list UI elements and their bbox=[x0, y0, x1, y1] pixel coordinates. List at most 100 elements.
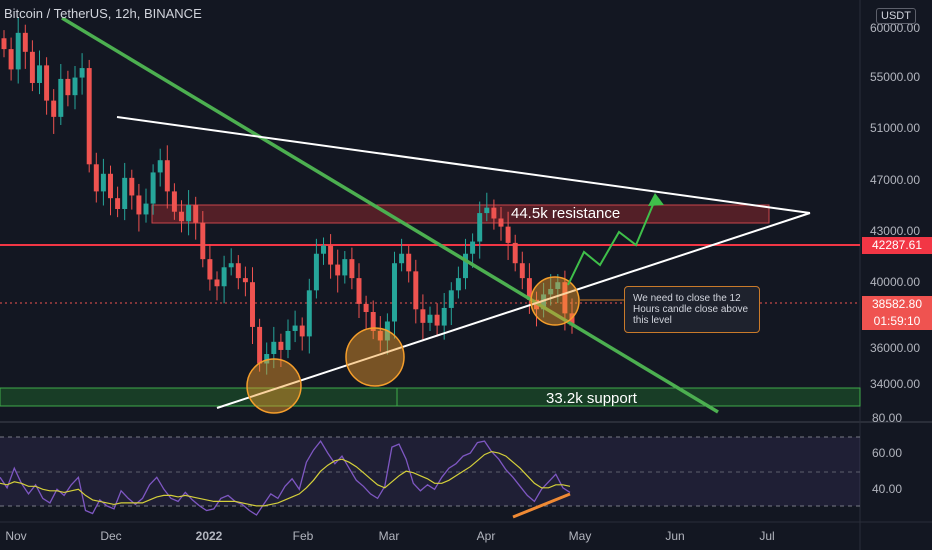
candle-body bbox=[399, 253, 405, 264]
candle-body bbox=[44, 65, 50, 101]
time-tick-label: May bbox=[569, 529, 592, 543]
candle-body bbox=[306, 290, 312, 337]
price-tick-label: 40000.00 bbox=[870, 275, 920, 289]
descending-green-trendline bbox=[61, 16, 719, 414]
candle-body bbox=[321, 245, 326, 254]
candle-body bbox=[37, 65, 42, 83]
candle-body bbox=[363, 303, 369, 313]
candle-body bbox=[477, 213, 483, 242]
candle-body bbox=[505, 226, 511, 243]
candles-group bbox=[1, 17, 575, 375]
candle-body bbox=[292, 325, 298, 331]
candle-body bbox=[555, 282, 561, 289]
rsi-ma-line bbox=[0, 450, 571, 507]
price-tick-label: 51000.00 bbox=[870, 121, 920, 135]
time-tick-label: Jun bbox=[665, 529, 684, 543]
candle-body bbox=[470, 241, 476, 254]
price-tick-label: 55000.00 bbox=[870, 70, 920, 84]
candle-body bbox=[455, 278, 461, 291]
candle-body bbox=[498, 218, 504, 227]
candle-body bbox=[193, 204, 199, 223]
higher-low-circle-2 bbox=[345, 327, 405, 387]
rsi-divergence-line bbox=[512, 492, 571, 519]
candle-body bbox=[86, 68, 92, 165]
resistance-band bbox=[151, 204, 770, 224]
candle-body bbox=[129, 177, 135, 196]
candle-body bbox=[463, 253, 468, 279]
rsi-tick-label: 80.00 bbox=[872, 411, 902, 425]
candle-body bbox=[562, 282, 568, 314]
candle-body bbox=[179, 211, 184, 222]
candle-body bbox=[278, 341, 284, 350]
candle-body bbox=[541, 294, 547, 310]
candle-body bbox=[29, 51, 35, 83]
candle-body bbox=[335, 264, 341, 276]
candle-body bbox=[328, 245, 334, 265]
time-tick-label: Mar bbox=[379, 529, 400, 543]
candle-body bbox=[392, 263, 397, 322]
candle-body bbox=[51, 100, 57, 117]
candle-body bbox=[100, 173, 106, 192]
candle-body bbox=[8, 49, 14, 70]
candle-body bbox=[448, 290, 454, 308]
candle-body bbox=[207, 259, 213, 280]
candle-body bbox=[356, 278, 362, 304]
candle-body bbox=[157, 160, 163, 173]
candle-body bbox=[93, 164, 99, 192]
currency-badge[interactable]: USDT bbox=[876, 8, 916, 24]
current-retest-circle bbox=[530, 276, 580, 326]
projected-path bbox=[567, 199, 656, 286]
higher-low-circle-1 bbox=[246, 358, 302, 414]
rsi-tick-label: 40.00 bbox=[872, 482, 902, 496]
price-tick-label: 60000.00 bbox=[870, 21, 920, 35]
candle-body bbox=[420, 309, 426, 323]
price-tick-label: 47000.00 bbox=[870, 173, 920, 187]
candle-body bbox=[65, 78, 71, 96]
candle-body bbox=[548, 288, 554, 295]
candle-body bbox=[257, 326, 263, 364]
time-tick-label: 2022 bbox=[196, 529, 223, 543]
candle-body bbox=[242, 278, 248, 283]
candle-body bbox=[491, 207, 497, 219]
price-tick-label: 43000.00 bbox=[870, 224, 920, 238]
candle-body bbox=[221, 267, 227, 287]
candle-body bbox=[164, 160, 170, 192]
rsi-axis-ticks: 40.00 60.00 80.00 bbox=[872, 411, 902, 496]
candle-body bbox=[122, 177, 128, 210]
rsi-tick-label: 60.00 bbox=[872, 446, 902, 460]
candle-body bbox=[406, 253, 412, 272]
candle-body bbox=[15, 32, 21, 70]
candle-body bbox=[108, 173, 113, 199]
price-axis-ticks: 34000.00 36000.00 40000.00 43000.00 47000.00… bbox=[870, 21, 920, 391]
lower-triangle-line bbox=[216, 212, 811, 409]
candle-body bbox=[150, 172, 156, 204]
candle-countdown: 01:59:10 bbox=[862, 313, 932, 330]
time-axis-ticks: Nov Dec 2022 Feb Mar Apr May Jun Jul bbox=[5, 529, 774, 543]
rsi-line bbox=[0, 439, 571, 516]
time-tick-label: Nov bbox=[5, 529, 26, 543]
candle-body bbox=[1, 38, 7, 50]
candle-body bbox=[186, 204, 192, 222]
price-tick-label: 36000.00 bbox=[870, 341, 920, 355]
horizontal-level-price-tag: 42287.61 bbox=[862, 237, 932, 254]
candle-body bbox=[441, 307, 447, 326]
candle-body bbox=[484, 207, 490, 214]
candle-body bbox=[271, 341, 277, 355]
projected-path-arrowhead bbox=[648, 193, 664, 206]
support-band bbox=[0, 387, 861, 407]
candle-body bbox=[413, 271, 419, 310]
time-tick-label: Apr bbox=[477, 529, 496, 543]
candle-body bbox=[519, 263, 525, 279]
candle-body bbox=[214, 279, 220, 287]
candle-body bbox=[370, 312, 376, 331]
candle-body bbox=[143, 203, 149, 215]
candle-body bbox=[200, 222, 206, 260]
candle-body bbox=[349, 259, 355, 279]
candle-body bbox=[285, 330, 291, 350]
candle-body bbox=[22, 32, 28, 52]
price-tick-label: 34000.00 bbox=[870, 377, 920, 391]
support-label: 33.2k support bbox=[546, 390, 637, 407]
candle-body bbox=[526, 278, 532, 300]
candle-body bbox=[115, 198, 121, 210]
upper-triangle-line bbox=[116, 116, 811, 214]
